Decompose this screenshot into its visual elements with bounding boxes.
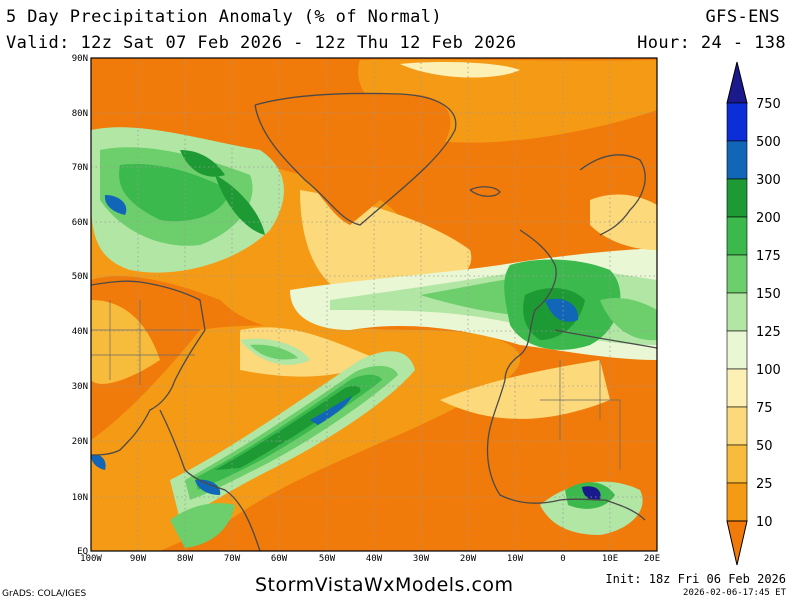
site-watermark: StormVistaWxModels.com	[255, 574, 514, 596]
generated-timestamp: 2026-02-06-17:45 ET	[683, 588, 786, 598]
colorbar-label: 125	[756, 325, 781, 340]
lat-label: 50N	[72, 272, 88, 282]
lat-label: 30N	[72, 382, 88, 392]
lat-label: 90N	[72, 54, 88, 64]
colorbar-label: 150	[756, 287, 781, 302]
init-time: Init: 18z Fri 06 Feb 2026	[605, 572, 786, 586]
colorbar-top-arrow	[726, 61, 748, 104]
colorbar-bottom-arrow	[726, 520, 748, 566]
colorbar-band	[726, 292, 748, 332]
map-title: 5 Day Precipitation Anomaly (% of Normal…	[6, 7, 443, 27]
lon-label: 20W	[460, 554, 477, 564]
colorbar-label: 175	[756, 249, 781, 264]
coastlines	[91, 92, 657, 551]
colorbar-band	[726, 330, 748, 370]
lat-label: EQ	[77, 547, 88, 557]
colorbar-band	[726, 482, 748, 522]
colorbar-band	[726, 406, 748, 446]
colorbar-band	[726, 254, 748, 294]
colorbar-label: 100	[756, 363, 781, 378]
longitude-labels: 100W 90W 80W 70W 60W 50W 40W 30W 20W 10W…	[80, 554, 660, 564]
colorbar-label: 75	[756, 401, 773, 416]
model-name: GFS-ENS	[705, 7, 780, 27]
colorbar-label: 50	[756, 439, 773, 454]
colorbar-band	[726, 216, 748, 256]
colorbar-label: 500	[756, 135, 781, 150]
colorbar-label: 10	[756, 515, 773, 530]
lon-label: 100W	[80, 554, 102, 564]
grads-credit: GrADS: COLA/IGES	[2, 589, 87, 599]
lat-label: 20N	[72, 437, 88, 447]
lat-label: 80N	[72, 109, 88, 119]
borders	[91, 300, 621, 470]
lat-label: 60N	[72, 218, 88, 228]
lat-label: 70N	[72, 163, 88, 173]
lat-label: 10N	[72, 493, 88, 503]
colorbar-label: 300	[756, 173, 781, 188]
colorbar-band	[726, 444, 748, 484]
lon-label: 90W	[130, 554, 147, 564]
colorbar: 750 500 300 200 175 150 125 100 75 50 25…	[726, 61, 781, 566]
lat-label: 40N	[72, 327, 88, 337]
colorbar-label: 25	[756, 477, 773, 492]
colorbar-band	[726, 102, 748, 142]
lon-label: 50W	[319, 554, 336, 564]
lon-label: 60W	[271, 554, 288, 564]
forecast-hours: Hour: 24 - 138	[637, 33, 786, 53]
map-frame	[90, 57, 658, 552]
lon-label: 20E	[644, 554, 660, 564]
colorbar-label: 200	[756, 211, 781, 226]
colorbar-band	[726, 140, 748, 180]
anomaly-field	[91, 58, 657, 551]
lon-label: 40W	[366, 554, 383, 564]
lon-label: 80W	[177, 554, 194, 564]
valid-period: Valid: 12z Sat 07 Feb 2026 - 12z Thu 12 …	[6, 33, 517, 53]
lon-label: 30W	[413, 554, 430, 564]
lon-label: 70W	[224, 554, 241, 564]
colorbar-band	[726, 178, 748, 218]
lon-label: 0	[560, 554, 565, 564]
lon-label: 10W	[507, 554, 524, 564]
lon-label: 10E	[602, 554, 618, 564]
latitude-labels: EQ 10N 20N 30N 40N 50N 60N 70N 80N 90N	[72, 54, 88, 557]
colorbar-band	[726, 368, 748, 408]
colorbar-label: 750	[756, 97, 781, 112]
